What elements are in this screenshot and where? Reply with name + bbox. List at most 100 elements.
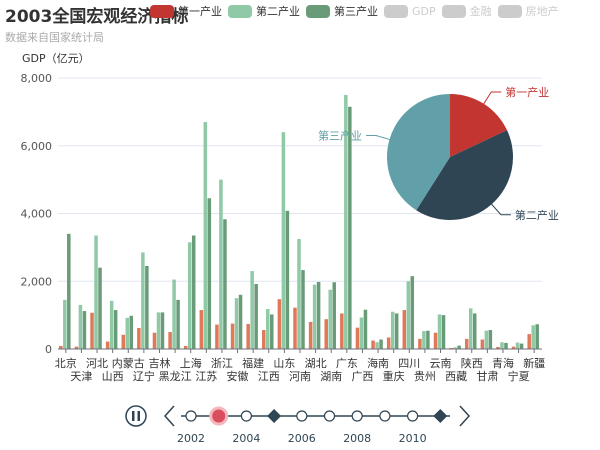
bar (359, 317, 364, 349)
bar (63, 299, 67, 349)
x-tick-label: 陕西 (461, 356, 483, 370)
bar (480, 339, 485, 349)
bar (199, 310, 204, 349)
legend-item[interactable]: 金融 (441, 3, 492, 19)
y-tick-label: 0 (45, 343, 52, 356)
bar (355, 327, 360, 349)
pie-slice (450, 94, 508, 157)
bar (125, 317, 130, 349)
bar (531, 325, 535, 349)
prev-arrow-icon[interactable] (163, 405, 175, 427)
bar (535, 324, 539, 349)
y-tick-label: 4,000 (21, 208, 53, 221)
x-tick-label: 黑龙江 (159, 370, 192, 383)
bar (172, 279, 176, 349)
bar (215, 324, 219, 349)
x-tick-label: 吉林 (148, 356, 170, 370)
bar (472, 313, 477, 349)
x-tick-label: 广东 (336, 357, 358, 370)
x-tick-label: 内蒙古 (112, 356, 145, 370)
bar (308, 321, 313, 349)
bar (406, 281, 411, 349)
bar (363, 309, 368, 349)
pie-label-line (483, 91, 502, 105)
bar (176, 299, 180, 349)
bar (324, 319, 328, 349)
x-tick-label: 安徽 (227, 369, 249, 383)
bar (332, 282, 336, 349)
bar (344, 94, 348, 349)
bar (266, 309, 270, 349)
bar (301, 270, 305, 349)
bar (468, 308, 473, 349)
bar (457, 345, 461, 349)
legend-item[interactable]: 第三产业 (306, 3, 378, 19)
timeline-year-label: 2006 (288, 432, 316, 445)
legend-item[interactable]: 第二产业 (228, 3, 300, 19)
bar (328, 289, 332, 349)
bar (297, 238, 301, 349)
x-tick-label: 贵州 (414, 370, 436, 383)
chart-legend: 第一产业 第二产业 第三产业 GDP 金融 房地产 (150, 3, 559, 19)
timeline-year-label: 2010 (399, 432, 427, 445)
y-axis-label: GDP（亿元） (22, 52, 90, 65)
bar (105, 341, 110, 349)
x-tick-label: 海南 (367, 356, 389, 370)
bar (183, 345, 188, 349)
bar (152, 332, 157, 349)
bar (156, 312, 161, 349)
bar (145, 266, 149, 349)
timeline-marker[interactable] (185, 410, 197, 422)
x-tick-label: 云南 (430, 357, 452, 370)
bar (394, 313, 399, 349)
bar (504, 342, 508, 349)
pie-label: 第二产业 (515, 208, 559, 222)
x-tick-label: 江苏 (195, 370, 217, 383)
bar (519, 343, 524, 349)
bar (168, 332, 172, 349)
timeline-year-label: 2004 (232, 432, 260, 445)
bar (340, 313, 344, 349)
x-tick-label: 湖北 (305, 357, 327, 370)
bar (94, 235, 98, 349)
legend-label: GDP (412, 4, 436, 18)
timeline-current-marker[interactable] (209, 406, 229, 426)
pause-button[interactable] (125, 405, 147, 427)
bar (312, 284, 317, 349)
timeline-marker[interactable] (379, 410, 391, 422)
bar (67, 233, 71, 349)
bar (433, 332, 438, 349)
x-tick-label: 宁夏 (508, 369, 530, 383)
timeline-marker[interactable] (296, 410, 308, 422)
bar (379, 339, 383, 349)
chart-title: 2003全国宏观经济指标 (5, 7, 189, 27)
bar (464, 338, 469, 349)
timeline-diamond-marker[interactable] (267, 409, 282, 423)
bar (500, 342, 504, 349)
bar (121, 334, 126, 349)
next-arrow-icon[interactable] (459, 405, 471, 427)
bar (281, 132, 286, 349)
timeline-marker[interactable] (240, 410, 252, 422)
bar (422, 331, 426, 349)
bar (316, 281, 321, 349)
timeline-diamond-marker[interactable] (433, 409, 448, 423)
bar (90, 312, 94, 349)
bar (515, 342, 520, 349)
bar (270, 314, 274, 349)
timeline-year-label: 2002 (177, 432, 205, 445)
timeline-marker[interactable] (407, 410, 419, 422)
legend-swatch (150, 4, 174, 18)
timeline-marker[interactable] (351, 410, 363, 422)
pie-label: 第一产业 (505, 85, 549, 99)
legend-swatch (441, 4, 466, 18)
bar (98, 267, 102, 349)
legend-item[interactable]: 房地产 (497, 3, 559, 19)
legend-item[interactable]: GDP (384, 3, 436, 19)
bar (254, 283, 258, 349)
bar (234, 298, 239, 349)
legend-item[interactable]: 第一产业 (150, 3, 222, 19)
bar (410, 276, 415, 349)
timeline-marker[interactable] (323, 410, 336, 422)
